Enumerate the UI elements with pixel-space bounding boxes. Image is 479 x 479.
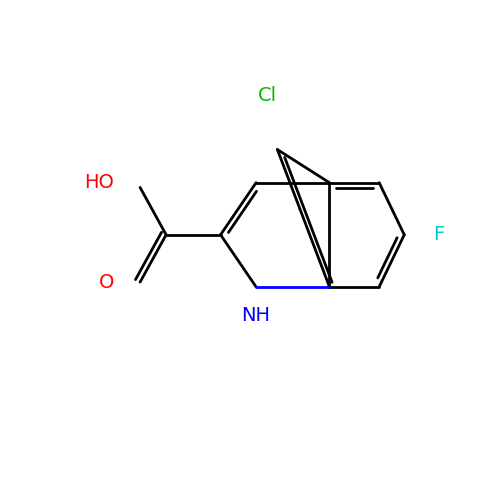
Text: O: O xyxy=(99,273,114,292)
Text: HO: HO xyxy=(84,173,114,192)
Text: F: F xyxy=(433,225,445,244)
Text: NH: NH xyxy=(241,306,271,325)
Text: Cl: Cl xyxy=(258,86,277,104)
